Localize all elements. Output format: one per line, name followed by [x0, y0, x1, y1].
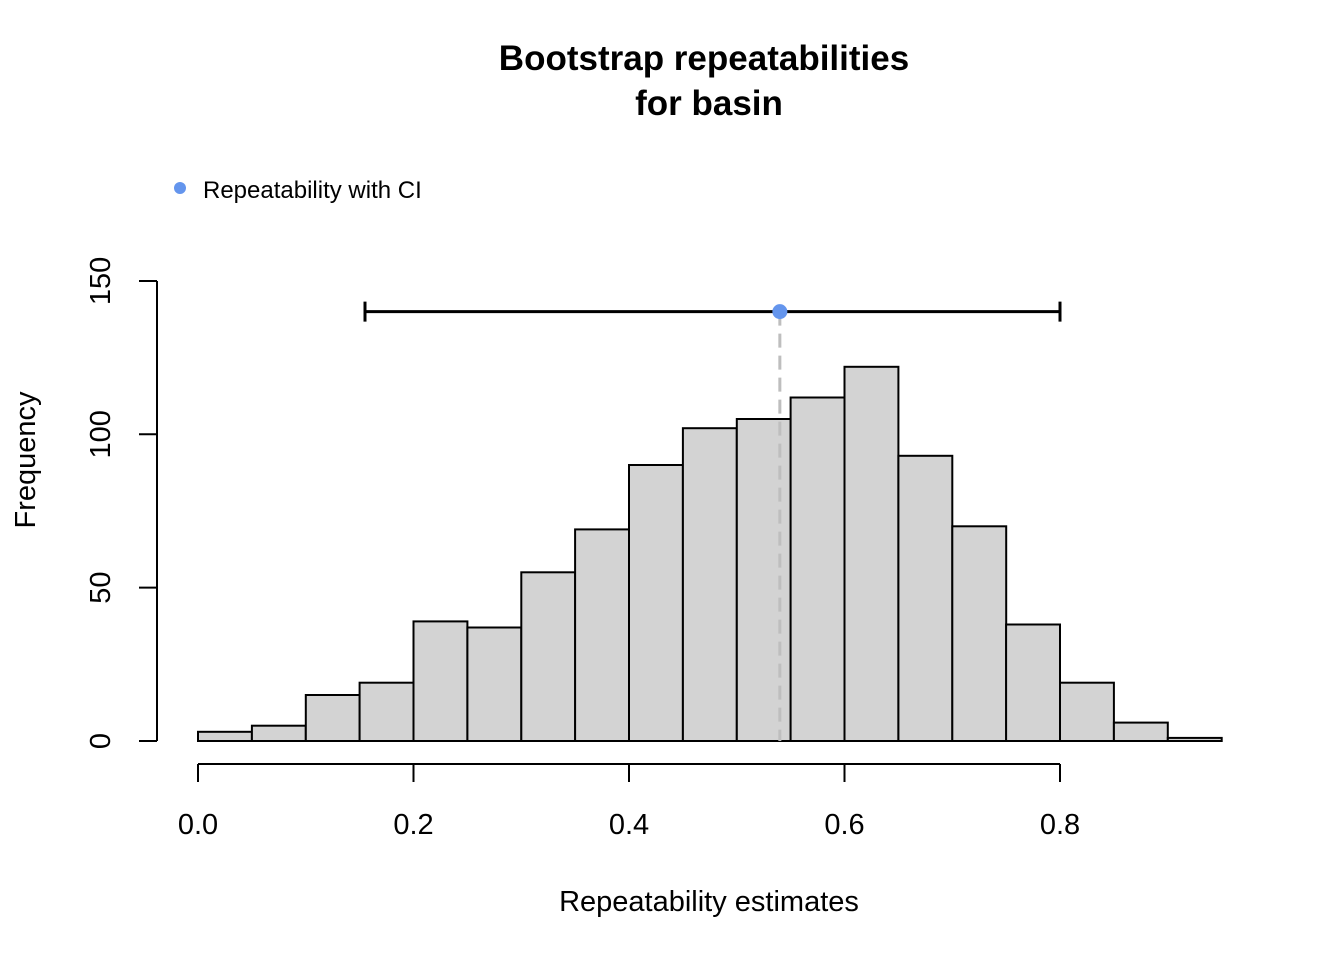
- histogram-bar-15: [1005, 623, 1061, 742]
- histogram-bar-14: [951, 525, 1008, 742]
- estimate-point: [772, 304, 788, 320]
- histogram-bar-3: [358, 681, 415, 743]
- histogram-bar-4: [412, 620, 469, 743]
- chart-title-line1: Bootstrap repeatabilities: [499, 39, 909, 78]
- histogram-bar-9: [681, 427, 738, 742]
- y-tick-label-3: 150: [85, 257, 117, 305]
- histogram-bar-10: [735, 418, 792, 742]
- estimate-layer: [363, 301, 1062, 741]
- x-axis: 0.0 0.2 0.4 0.6 0.8: [178, 763, 1080, 841]
- y-tick-label-0: 0: [85, 733, 117, 749]
- x-tick-label-2: 0.4: [609, 809, 649, 841]
- histogram-bar-1: [250, 724, 307, 743]
- histogram-bar-8: [628, 464, 684, 742]
- histogram-bar-17: [1112, 721, 1169, 742]
- histogram-bar-5: [466, 626, 523, 742]
- y-axis-label: Frequency: [10, 391, 42, 529]
- x-axis-label: Repeatability estimates: [559, 886, 859, 918]
- histogram-bar-16: [1059, 681, 1115, 743]
- histogram-bar-7: [574, 528, 630, 743]
- legend-label: Repeatability with CI: [203, 177, 422, 204]
- histogram-bar-11: [789, 396, 846, 742]
- histogram-bars: [197, 365, 1223, 743]
- y-tick-label-2: 100: [85, 410, 117, 458]
- y-axis: 0 50 100 150: [85, 257, 158, 749]
- x-tick-label-3: 0.6: [824, 809, 864, 841]
- histogram-bar-12: [843, 365, 900, 742]
- histogram-bar-6: [520, 571, 577, 742]
- histogram-bar-2: [304, 694, 361, 742]
- x-tick-label-1: 0.2: [393, 809, 433, 841]
- histogram-bar-0: [197, 730, 253, 742]
- histogram-bar-13: [897, 454, 954, 742]
- legend-marker: [174, 182, 186, 194]
- x-tick-label-4: 0.8: [1040, 809, 1080, 841]
- x-tick-label-0: 0.0: [178, 809, 218, 841]
- chart-title-line2: for basin: [635, 84, 783, 123]
- histogram-bar-18: [1166, 736, 1223, 743]
- y-tick-label-1: 50: [85, 571, 117, 603]
- legend: Repeatability with CI: [174, 177, 422, 204]
